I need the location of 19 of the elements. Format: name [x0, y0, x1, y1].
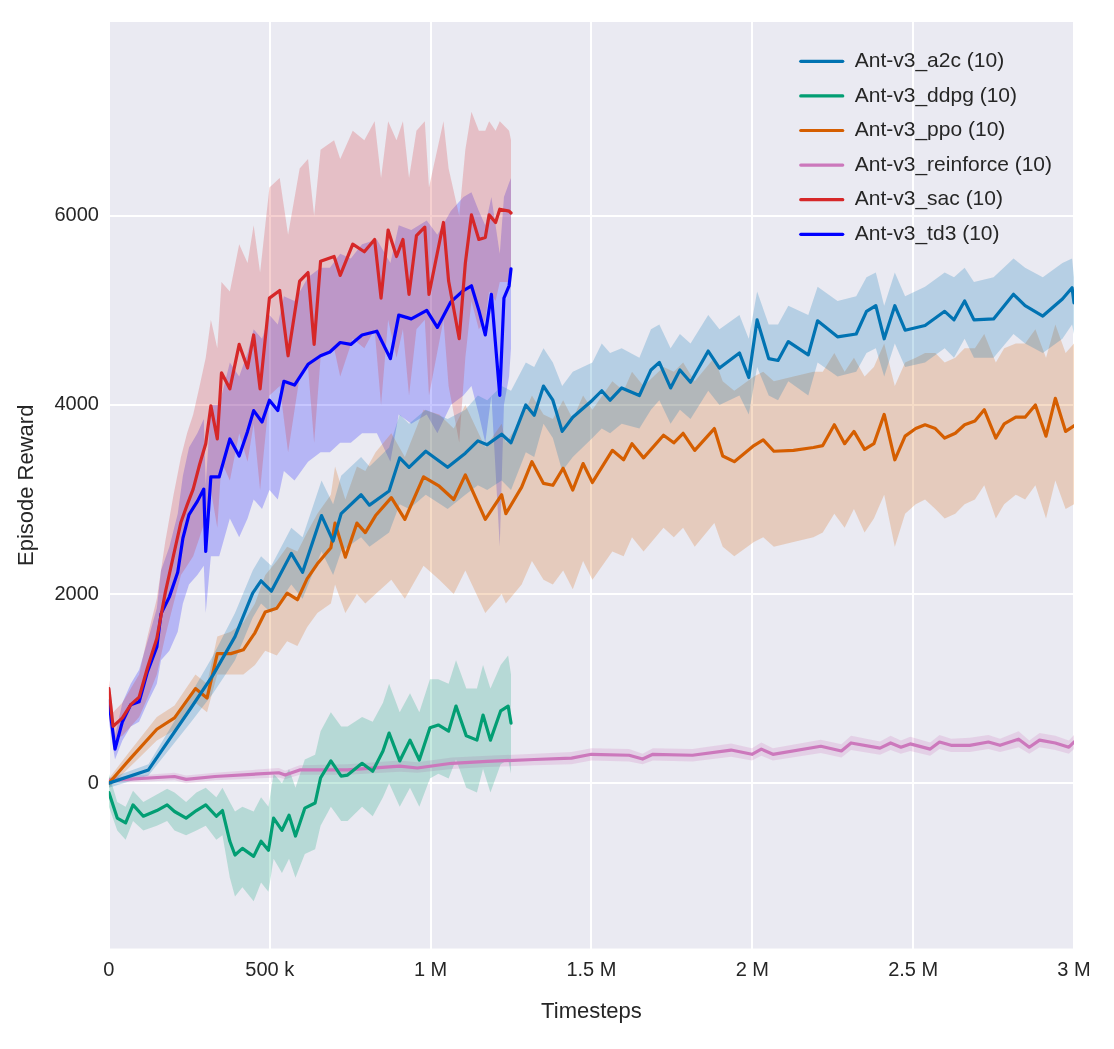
- legend-label: Ant-v3_reinforce (10): [854, 151, 1053, 176]
- x-tick-label: 3 M: [1057, 958, 1091, 981]
- legend-label: Ant-v3_ppo (10): [854, 117, 1006, 142]
- y-tick-label: 6000: [54, 203, 99, 226]
- y-tick-label: 0: [87, 770, 99, 793]
- x-tick-label: 500 k: [245, 958, 296, 981]
- legend-label: Ant-v3_td3 (10): [854, 221, 1000, 246]
- legend-label: Ant-v3_sac (10): [854, 186, 1003, 211]
- x-tick-label: 2 M: [735, 958, 769, 981]
- y-tick-label: 4000: [54, 392, 99, 415]
- x-tick-label: 2.5 M: [888, 958, 939, 981]
- legend-label: Ant-v3_a2c (10): [854, 48, 1005, 73]
- x-tick-label: 1 M: [413, 958, 448, 981]
- y-axis-title: Episode Reward: [13, 404, 39, 567]
- x-tick-label: 0: [103, 958, 115, 981]
- x-tick-label: 1.5 M: [566, 958, 617, 981]
- x-axis-title: Timesteps: [541, 997, 642, 1023]
- legend-label: Ant-v3_ddpg (10): [854, 82, 1018, 107]
- y-tick-label: 2000: [54, 581, 99, 604]
